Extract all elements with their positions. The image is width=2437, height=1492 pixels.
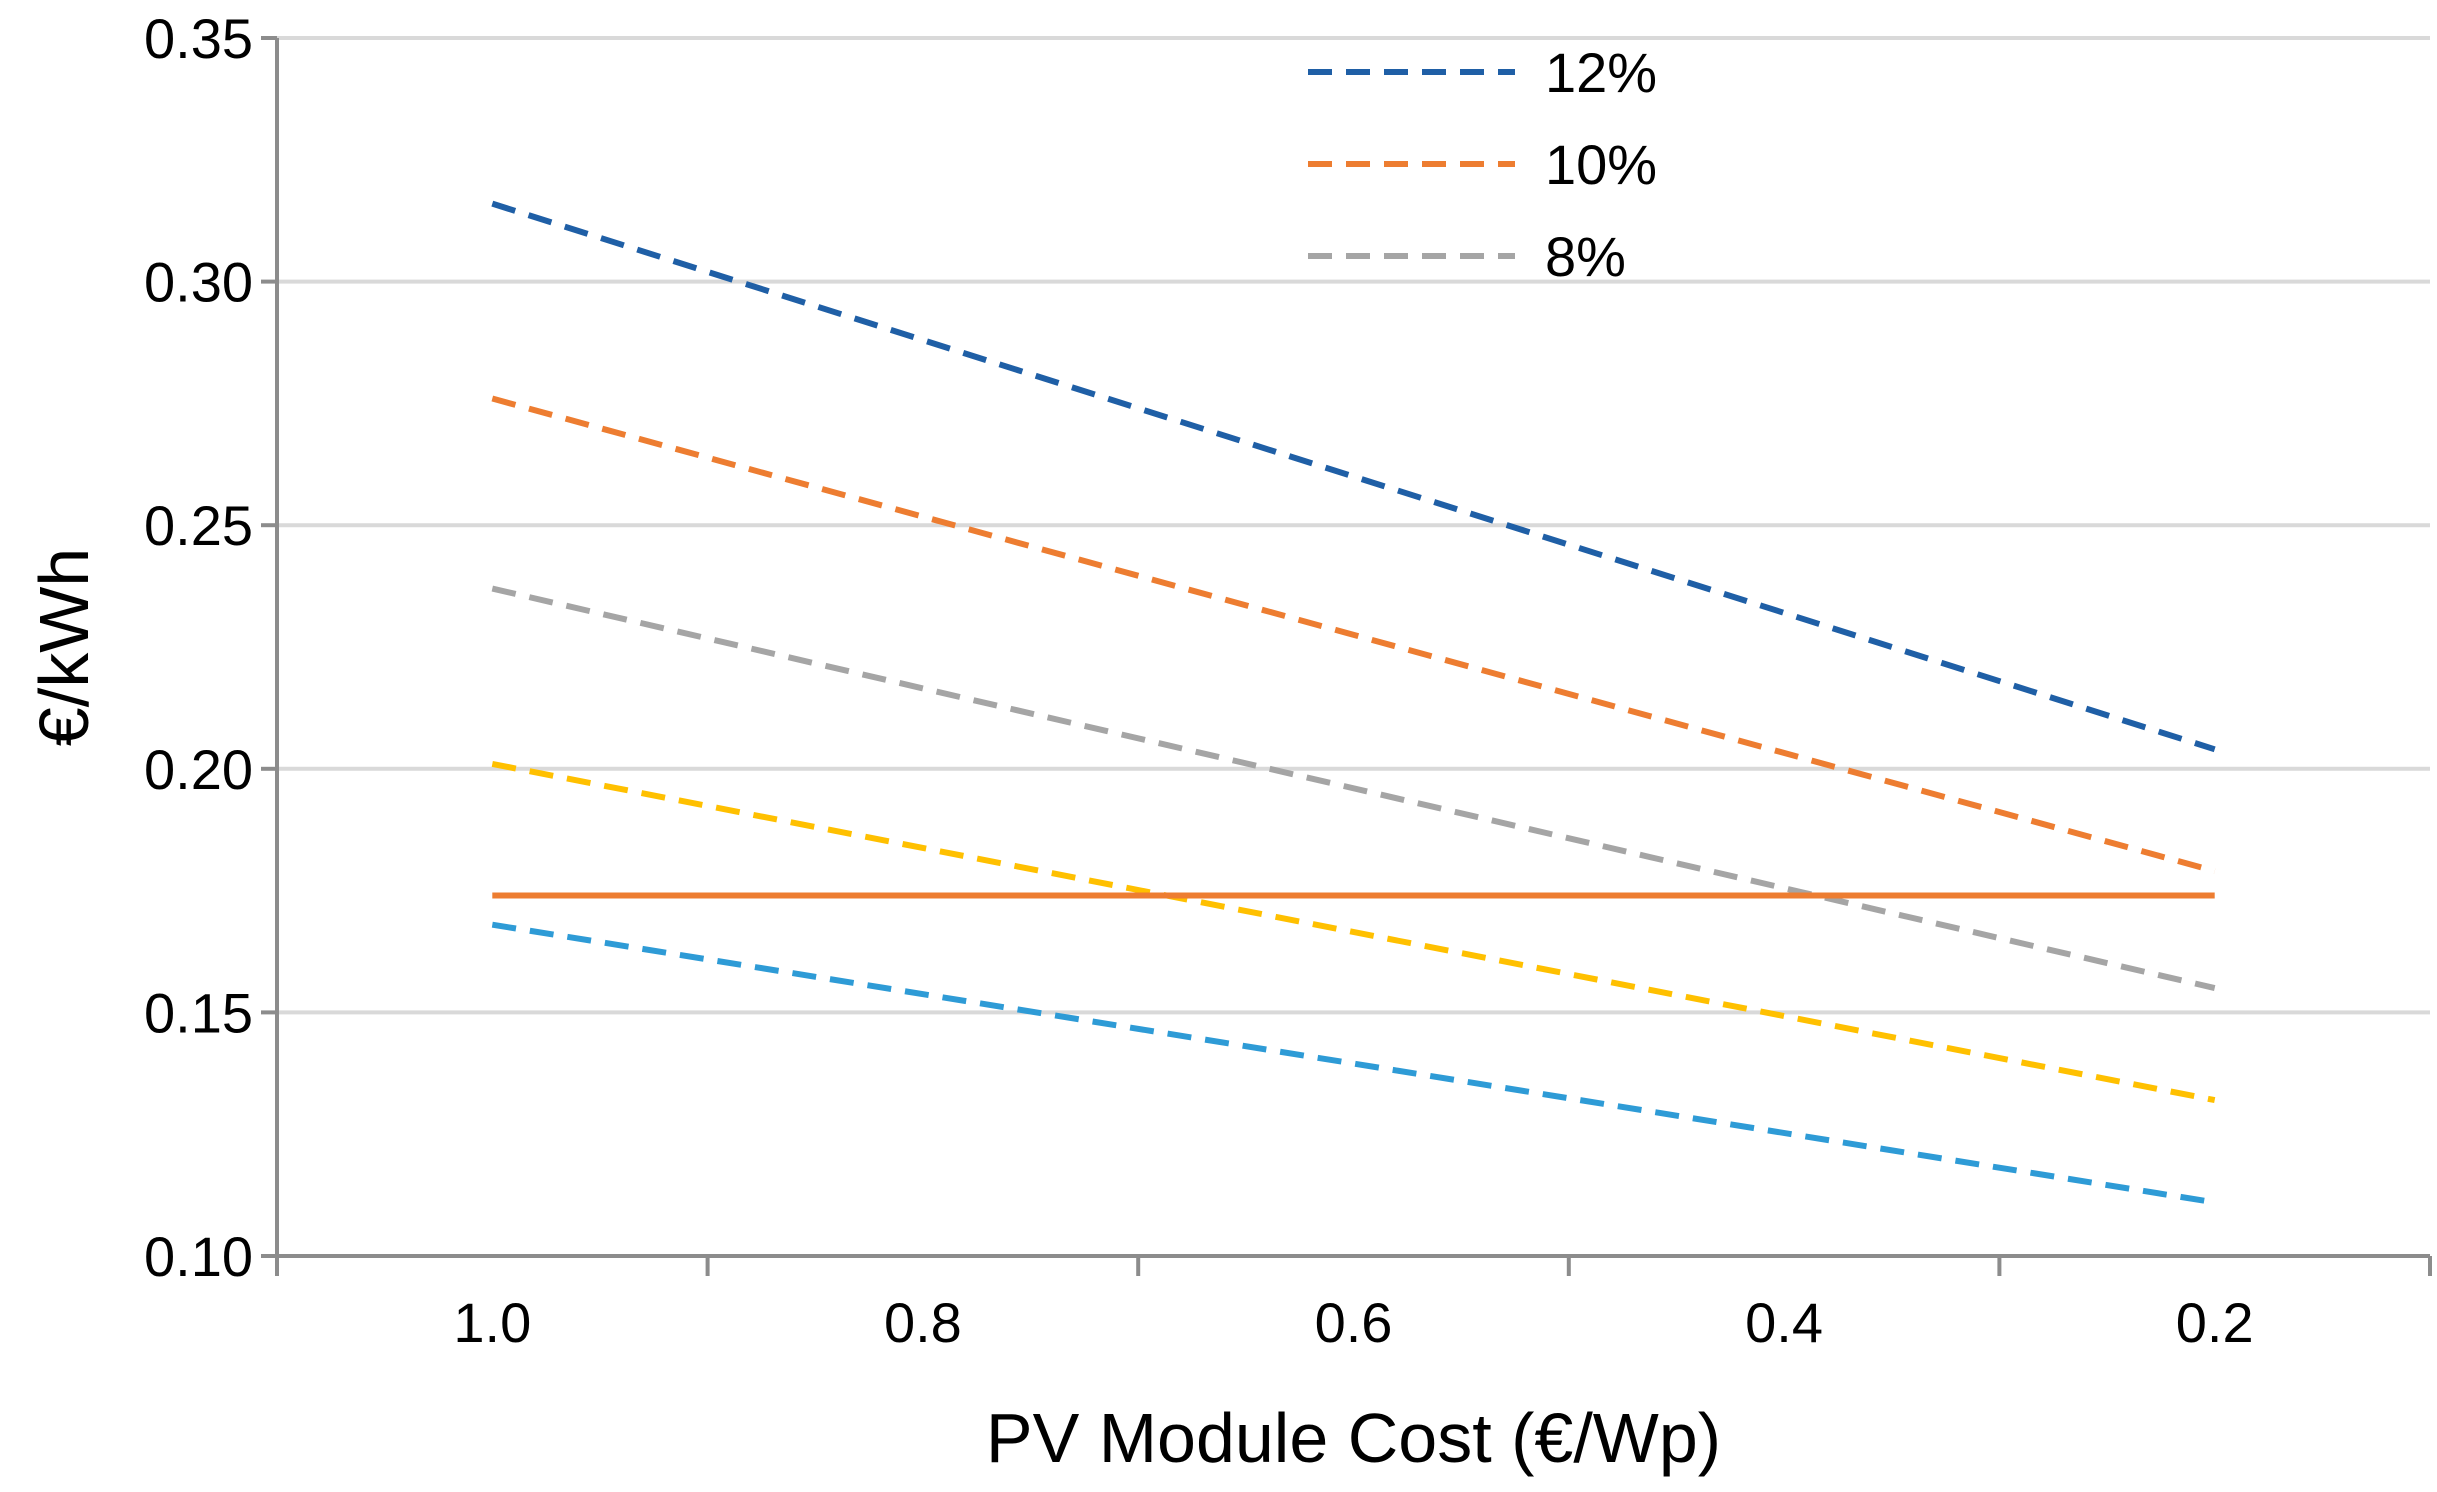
series-lines	[491, 200, 2216, 1206]
legend-label: 12%	[1545, 41, 1657, 104]
y-tick-label: 0.25	[144, 494, 253, 557]
axes: 0.10 0.15 0.20 0.25 0.30 0.35 1.0 0.8 0.6 0.4 0.2	[144, 7, 2432, 1354]
x-tick-label: 0.2	[2176, 1291, 2254, 1354]
y-tick-label: 0.35	[144, 7, 253, 70]
y-tick-label: 0.15	[144, 981, 253, 1044]
legend: 12% 10% 8%	[1308, 41, 1657, 288]
x-tick-label: 1.0	[453, 1291, 531, 1354]
y-tick-label: 0.10	[144, 1225, 253, 1288]
y-axis-title: €/kWh	[25, 548, 103, 746]
series-line-8pct	[491, 585, 2216, 991]
x-axis-title: PV Module Cost (€/Wp)	[986, 1399, 1721, 1477]
x-tick-label: 0.8	[884, 1291, 962, 1354]
y-tick-label: 0.20	[144, 738, 253, 801]
x-tick-label: 0.6	[1315, 1291, 1393, 1354]
series-line-10pct	[491, 395, 2216, 875]
gridlines	[277, 36, 2430, 1015]
legend-label: 10%	[1545, 133, 1657, 196]
y-tick-label: 0.30	[144, 251, 253, 314]
legend-label: 8%	[1545, 225, 1626, 288]
series-line-series-4	[491, 760, 2216, 1104]
legend-item-8pct: 8%	[1308, 225, 1626, 288]
legend-item-10pct: 10%	[1308, 133, 1657, 196]
x-tick-label: 0.4	[1745, 1291, 1823, 1354]
series-line-series-5	[491, 921, 2216, 1206]
series-line-12pct	[491, 200, 2216, 753]
legend-item-12pct: 12%	[1308, 41, 1657, 104]
